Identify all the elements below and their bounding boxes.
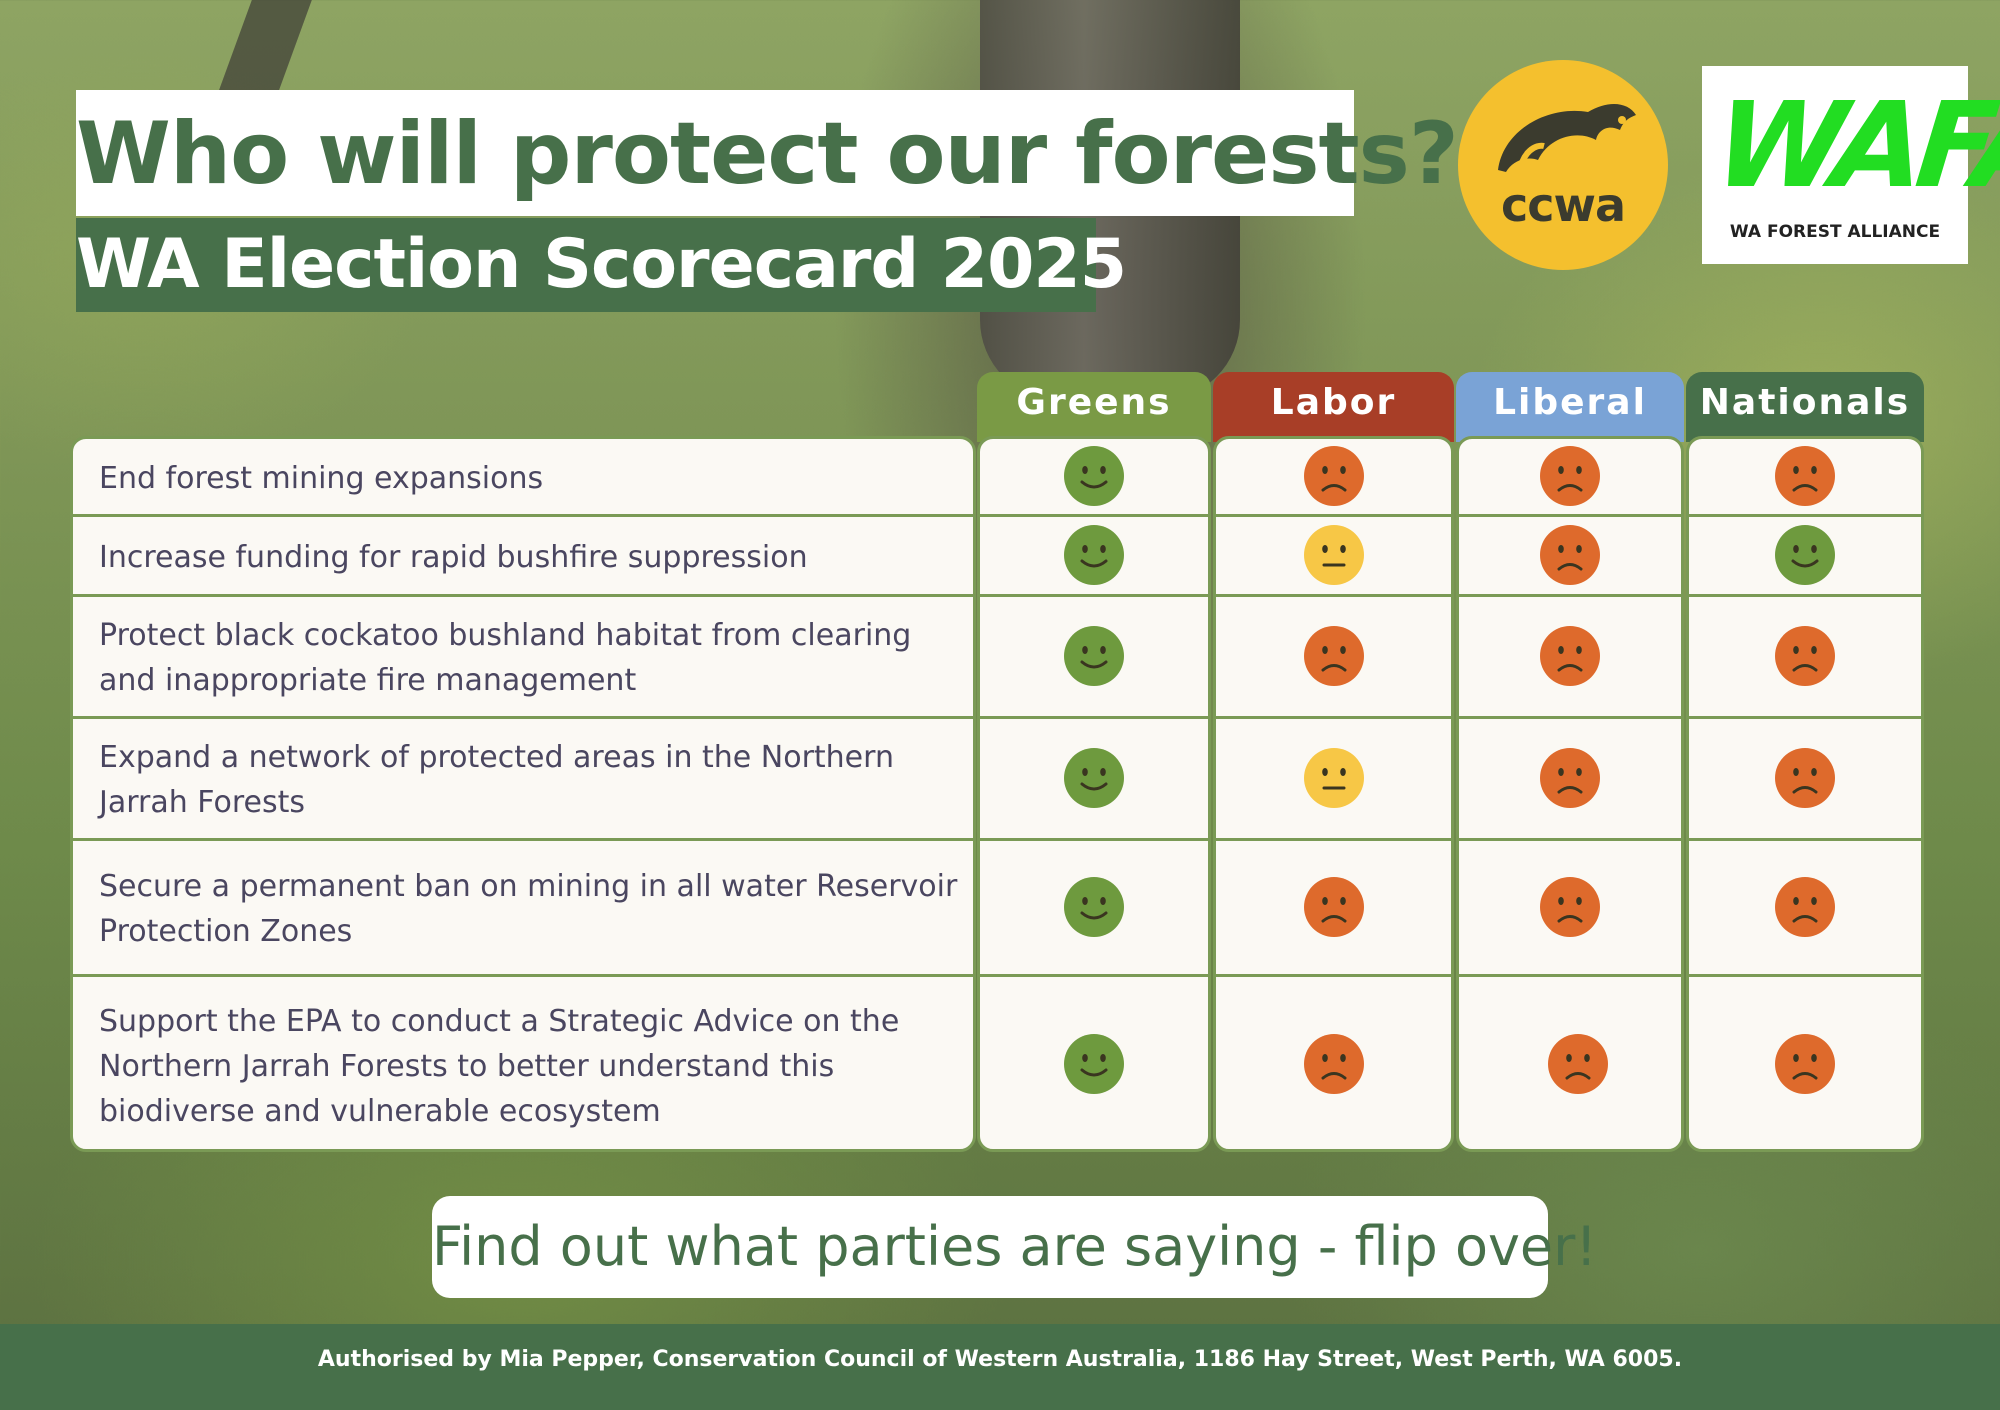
sad-face-icon [1774,445,1836,507]
happy-face-icon [1063,445,1125,507]
issue-text: Protect black cockatoo bushland habitat … [99,597,969,719]
happy-face-icon [1063,747,1125,809]
row-divider [1689,594,1921,597]
sad-face-icon [1303,445,1365,507]
happy-face-icon [1063,876,1125,938]
sad-face-icon [1539,524,1601,586]
happy-face-icon [1063,524,1125,586]
row-divider [73,974,973,977]
page-subtitle: WA Election Scorecard 2025 [76,225,1127,304]
happy-face-icon [1063,625,1125,687]
row-divider [1689,838,1921,841]
party-header-liberal: Liberal [1456,372,1684,442]
row-divider [1459,514,1681,517]
flip-over-callout: Find out what parties are saying - flip … [432,1196,1597,1298]
sad-face-icon [1539,747,1601,809]
row-divider [1459,974,1681,977]
sad-face-icon [1774,625,1836,687]
wafa-logo: WAFA WA FOREST ALLIANCE [1702,66,2000,264]
row-divider [1216,974,1451,977]
row-divider [1459,716,1681,719]
party-header-nationals: Nationals [1686,372,1924,442]
sad-face-icon [1547,1033,1609,1095]
sad-face-icon [1303,1033,1365,1095]
row-divider [1459,594,1681,597]
party-header-labor: Labor [1213,372,1454,442]
row-divider [1689,716,1921,719]
sad-face-icon [1774,1033,1836,1095]
issue-text: Support the EPA to conduct a Strategic A… [99,977,969,1149]
party-header-greens: Greens [977,372,1211,442]
row-divider [1689,514,1921,517]
row-divider [980,838,1208,841]
neutral-face-icon [1303,747,1365,809]
neutral-face-icon [1303,524,1365,586]
issue-label: Secure a permanent ban on mining in all … [99,869,958,949]
row-divider [1216,594,1451,597]
issue-text: Secure a permanent ban on mining in all … [99,841,969,977]
wafa-logo-caption: WA FOREST ALLIANCE [1729,222,1941,242]
issue-label: Increase funding for rapid bushfire supp… [99,539,808,575]
row-divider [73,716,973,719]
sad-face-icon [1774,747,1836,809]
party-column-nationals [1686,436,1924,1152]
row-divider [980,716,1208,719]
row-divider [73,838,973,841]
ccwa-logo: ccwa [1458,60,1668,270]
issue-label: End forest mining expansions [99,460,544,496]
ccwa-logo-text: ccwa [1500,178,1626,232]
sad-face-icon [1539,625,1601,687]
happy-face-icon [1063,1033,1125,1095]
wafa-logo-mark: WAFA [1708,76,2000,214]
issue-text: Increase funding for rapid bushfire supp… [99,517,969,597]
row-divider [73,594,973,597]
row-divider [1216,838,1451,841]
issue-text: Expand a network of protected areas in t… [99,719,969,841]
row-divider [1689,974,1921,977]
issue-label: Protect black cockatoo bushland habitat … [99,618,912,698]
sad-face-icon [1774,876,1836,938]
party-column-liberal [1456,436,1684,1152]
row-divider [73,514,973,517]
issue-label: Support the EPA to conduct a Strategic A… [99,1003,900,1129]
subtitle-background [76,218,1096,312]
authorisation-footer: Authorised by Mia Pepper, Conservation C… [0,1324,2000,1410]
row-divider [1216,716,1451,719]
sad-face-icon [1303,625,1365,687]
sad-face-icon [1303,876,1365,938]
row-divider [980,594,1208,597]
row-divider [980,974,1208,977]
happy-face-icon [1774,524,1836,586]
party-column-labor [1213,436,1454,1152]
issues-column: End forest mining expansions Increase fun… [70,436,976,1152]
title-background [76,90,1354,216]
party-column-greens [977,436,1211,1152]
issue-label: Expand a network of protected areas in t… [99,740,894,820]
issue-text: End forest mining expansions [99,439,969,517]
page-title: Who will protect our forests? [76,104,1459,204]
numbat-icon [1498,104,1636,173]
row-divider [980,514,1208,517]
row-divider [1459,838,1681,841]
sad-face-icon [1539,876,1601,938]
sad-face-icon [1539,445,1601,507]
row-divider [1216,514,1451,517]
